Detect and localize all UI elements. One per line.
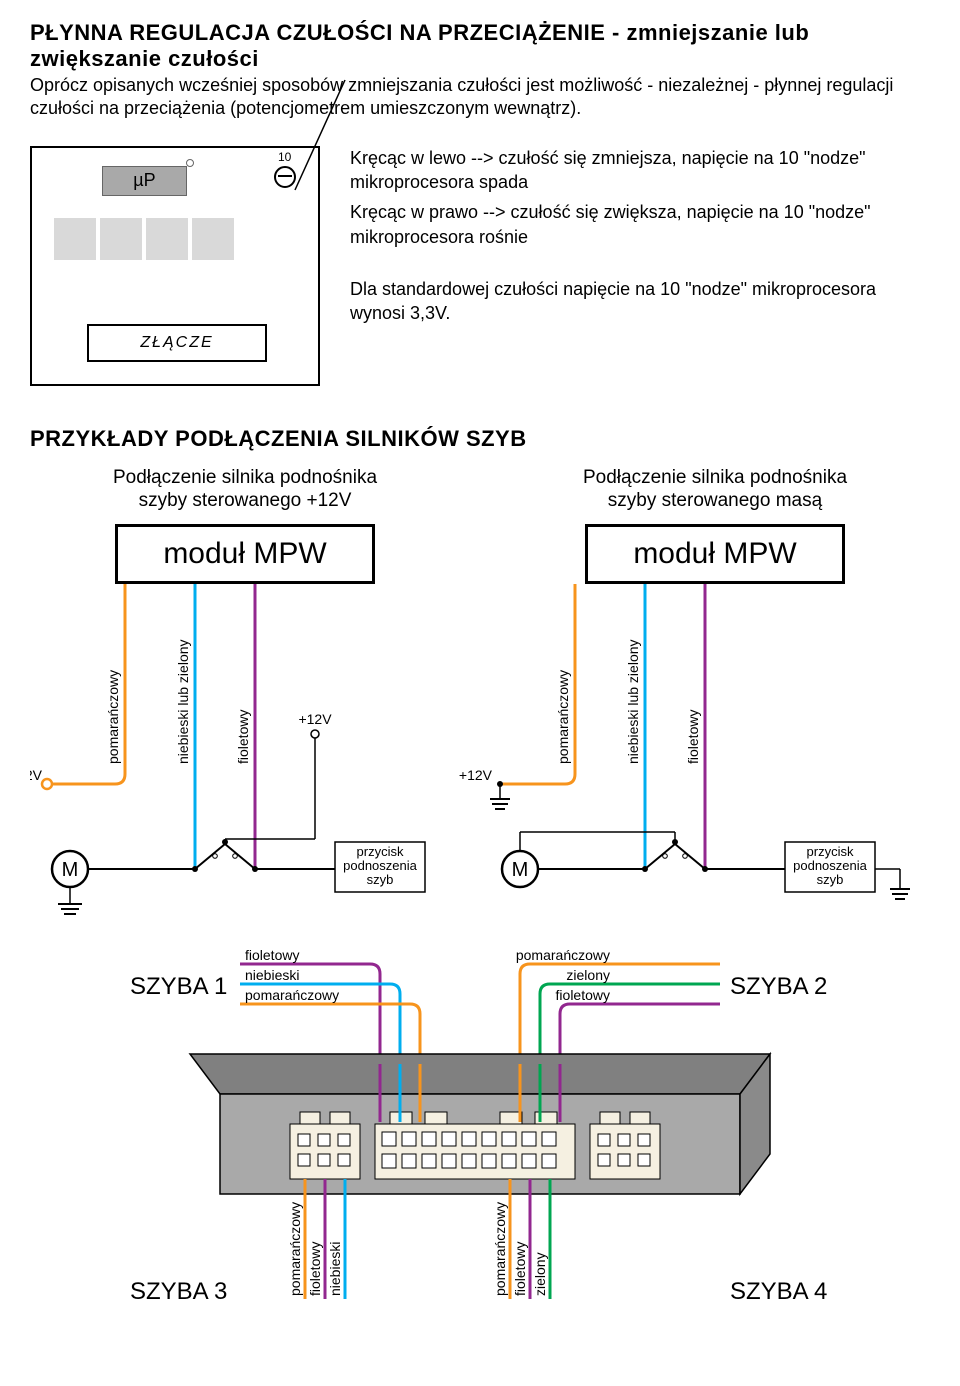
connector-label: ZŁĄCZE (140, 334, 213, 352)
micro-row: µP 10 ZŁĄCZE Kręcąc w lewo --> czułość s… (30, 146, 930, 386)
svg-text:pomarańczowy: pomarańczowy (105, 670, 121, 764)
intro-text: Oprócz opisanych wcześniej sposobów zmni… (30, 74, 930, 121)
szyba2-wires: pomarańczowy zielony fioletowy (516, 947, 720, 1064)
desc-standard: Dla standardowej czułości napięcie na 10… (350, 277, 930, 326)
svg-text:niebieski: niebieski (245, 967, 299, 983)
left-circuit: +12V pomarańczowy niebieski lub zielony … (30, 584, 425, 914)
example-right: Podłączenie silnika podnośnika szyby ste… (500, 467, 930, 585)
potentiometer: 10 (274, 166, 296, 188)
svg-text:pomarańczowy: pomarańczowy (516, 947, 610, 963)
right-circuit: +12V pomarańczowy niebieski lub zielony … (459, 584, 910, 899)
svg-text:podnoszenia: podnoszenia (793, 858, 867, 873)
label-szyba1: SZYBA 1 (130, 973, 227, 1000)
svg-text:niebieski lub zielony: niebieski lub zielony (625, 640, 641, 765)
svg-text:przycisk: przycisk (357, 844, 404, 859)
svg-text:fioletowy: fioletowy (685, 710, 701, 764)
micro-board-diagram: µP 10 ZŁĄCZE (30, 146, 320, 386)
svg-text:+12V: +12V (298, 711, 332, 727)
lbl-12v-left: +12V (30, 767, 43, 783)
label-szyba2: SZYBA 2 (730, 973, 827, 1000)
svg-text:fioletowy: fioletowy (307, 1242, 323, 1296)
svg-text:M: M (62, 859, 79, 881)
microprocessor-chip: µP (102, 166, 187, 196)
svg-text:+12V: +12V (459, 767, 493, 783)
svg-text:niebieski: niebieski (327, 1242, 343, 1296)
desc-left-turn: Kręcąc w lewo --> czułość się zmniejsza,… (350, 146, 930, 195)
szyba1-wires: fioletowy niebieski pomarańczowy (240, 947, 420, 1064)
wiring-diagram-svg: +12V pomarańczowy niebieski lub zielony … (30, 584, 930, 1304)
svg-text:pomarańczowy: pomarańczowy (492, 1202, 508, 1296)
svg-text:fioletowy: fioletowy (556, 987, 610, 1003)
right-example-title: Podłączenie silnika podnośnika szyby ste… (500, 467, 930, 513)
svg-text:niebieski lub zielony: niebieski lub zielony (175, 640, 191, 765)
svg-text:M: M (512, 859, 529, 881)
desc-right-turn: Kręcąc w prawo --> czułość się zwiększa,… (350, 200, 930, 249)
relay-blocks (54, 218, 234, 260)
pot-pin-label: 10 (278, 150, 291, 164)
svg-text:fioletowy: fioletowy (235, 710, 251, 764)
svg-text:szyb: szyb (817, 872, 844, 887)
chip-pin-icon (186, 159, 194, 167)
svg-text:szyb: szyb (367, 872, 394, 887)
svg-text:pomarańczowy: pomarańczowy (287, 1202, 303, 1296)
szyba3-wires: pomarańczowy fioletowy niebieski (287, 1179, 345, 1299)
example-left: Podłączenie silnika podnośnika szyby ste… (30, 467, 460, 585)
sensitivity-description: Kręcąc w lewo --> czułość się zmniejsza,… (350, 146, 930, 386)
left-example-title: Podłączenie silnika podnośnika szyby ste… (30, 467, 460, 513)
svg-text:pomarańczowy: pomarańczowy (555, 670, 571, 764)
szyba4-wires: pomarańczowy fioletowy zielony (492, 1179, 550, 1299)
connector-block: ZŁĄCZE (87, 324, 267, 362)
svg-text:pomarańczowy: pomarańczowy (245, 987, 339, 1003)
chip-label: µP (133, 170, 155, 191)
mpw-module-left: moduł MPW (115, 524, 375, 584)
label-szyba4: SZYBA 4 (730, 1278, 827, 1304)
section-title: PŁYNNA REGULACJA CZUŁOŚCI NA PRZECIĄŻENI… (30, 20, 930, 72)
svg-text:zielony: zielony (532, 1253, 548, 1297)
section-sensitivity: PŁYNNA REGULACJA CZUŁOŚCI NA PRZECIĄŻENI… (30, 20, 930, 386)
wiring-examples: Podłączenie silnika podnośnika szyby ste… (30, 467, 930, 585)
label-szyba3: SZYBA 3 (130, 1278, 227, 1304)
mpw-module-right: moduł MPW (585, 524, 845, 584)
svg-text:fioletowy: fioletowy (245, 947, 299, 963)
pot-dial-icon (274, 166, 296, 188)
svg-text:fioletowy: fioletowy (512, 1242, 528, 1296)
svg-text:zielony: zielony (566, 967, 610, 983)
central-device (190, 1054, 770, 1194)
examples-heading: PRZYKŁADY PODŁĄCZENIA SILNIKÓW SZYB (30, 426, 930, 452)
svg-text:podnoszenia: podnoszenia (343, 858, 417, 873)
svg-text:przycisk: przycisk (807, 844, 854, 859)
